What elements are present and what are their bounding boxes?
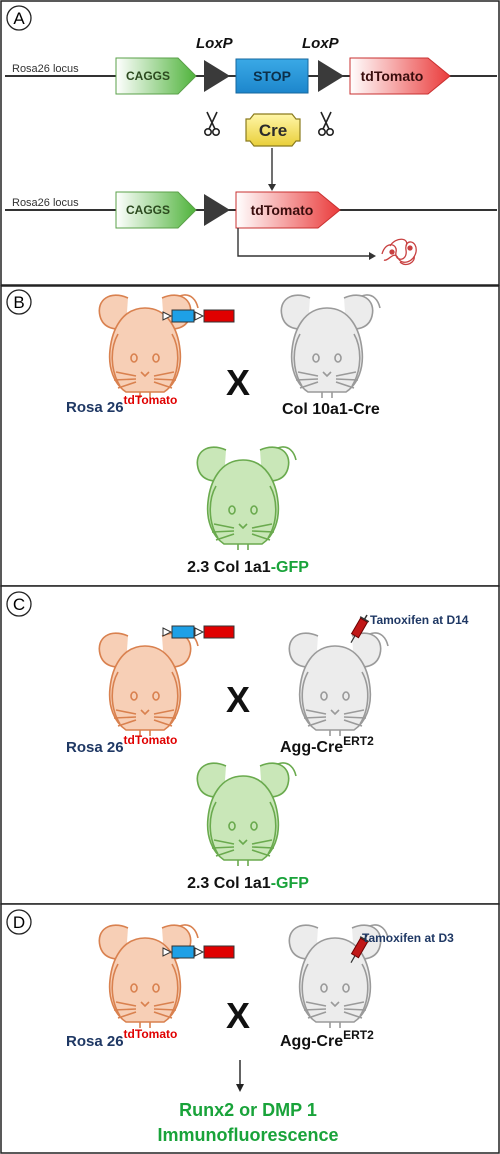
tdtomato-arrow-bottom — [235, 191, 341, 229]
caggs-label-top: CAGGS — [126, 69, 170, 83]
panel-label-c: C — [13, 595, 25, 614]
tdtomato-arrow-top — [349, 57, 451, 95]
stop-cassette — [235, 58, 309, 94]
rosa-label-c: Rosa 26tdTomato — [66, 733, 177, 756]
scissors-icon — [204, 111, 221, 137]
agg-cre-label-c: Agg-CreERT2 — [280, 734, 374, 756]
gfp-label-c: 2.3 Col 1a1-GFP — [187, 875, 309, 892]
panel-label-circle — [6, 5, 32, 31]
protein-icon — [381, 238, 417, 266]
panel-d: D Rosa 26tdTomato X Tamoxifen at D3 Agg-… — [0, 903, 500, 1154]
syringe-icon — [350, 614, 370, 643]
scissors-icon — [318, 111, 335, 137]
caggs-arrow-top — [115, 57, 197, 95]
loxp-label-2: LoxP — [302, 35, 340, 52]
tdtomato-label-top: tdTomato — [361, 68, 424, 84]
panel-label-d: D — [13, 913, 25, 932]
cre-recombinase-badge — [245, 113, 301, 147]
tdtomato-label-bottom: tdTomato — [251, 202, 314, 218]
agg-cre-label-d: Agg-CreERT2 — [280, 1028, 374, 1050]
panel-a: A Rosa26 locus CAGGS LoxP STOP LoxP tdTo… — [0, 0, 500, 286]
loxp-label-1: LoxP — [196, 35, 234, 52]
cross-symbol: X — [226, 362, 250, 403]
stop-label: STOP — [253, 68, 291, 84]
cross-symbol: X — [226, 995, 250, 1036]
panel-b: B Rosa 26tdTomato X Col 10a1-Cre 2.3 Col… — [0, 285, 500, 587]
panel-c: C Rosa 26tdTomato X Tamoxifen at D14 Agg… — [0, 585, 500, 905]
caggs-label-bottom: CAGGS — [126, 203, 170, 217]
loxp-triangle-icon — [318, 60, 344, 92]
expression-arrow — [237, 228, 370, 257]
loxp-triangle-icon — [204, 194, 230, 226]
caggs-arrow-bottom — [115, 191, 197, 229]
locus-label-top: Rosa26 locus — [12, 63, 79, 75]
rosa-label-b: Rosa 26tdTomato — [66, 393, 177, 416]
tamoxifen-label-d: Tamoxifen at D3 — [362, 931, 454, 945]
locus-label-bottom: Rosa26 locus — [12, 197, 79, 209]
cross-symbol: X — [226, 679, 250, 720]
loxp-triangle-icon — [204, 60, 230, 92]
col10-cre-label: Col 10a1-Cre — [282, 401, 380, 418]
cre-label: Cre — [259, 121, 287, 140]
outcome-line-2: Immunofluorescence — [157, 1125, 338, 1145]
rosa-label-d: Rosa 26tdTomato — [66, 1027, 177, 1050]
panel-label-a: A — [13, 9, 25, 28]
panel-label-b: B — [13, 293, 24, 312]
gfp-label-b: 2.3 Col 1a1-GFP — [187, 559, 309, 576]
tamoxifen-label-c: Tamoxifen at D14 — [370, 613, 469, 627]
reporter-construct-mini — [162, 945, 235, 959]
syringe-icon — [350, 934, 370, 963]
reporter-construct-mini — [162, 625, 235, 639]
reporter-construct-mini — [162, 309, 235, 323]
outcome-line-1: Runx2 or DMP 1 — [179, 1100, 317, 1120]
